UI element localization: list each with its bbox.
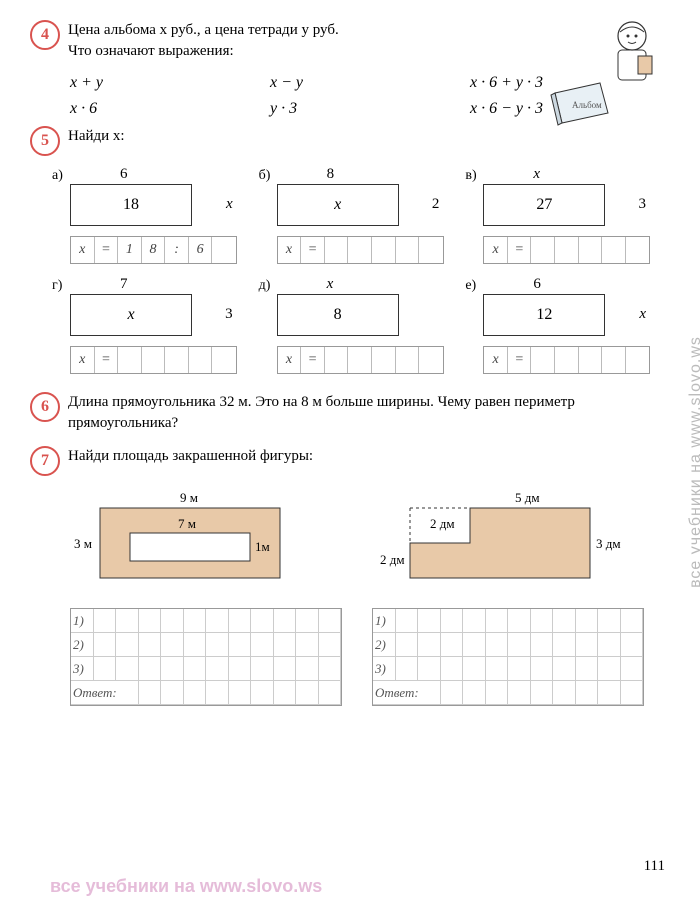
p5-e-top: 6 bbox=[533, 276, 541, 293]
p5-e-rect: 12 bbox=[483, 294, 605, 336]
p5-v-label: в) bbox=[465, 168, 476, 184]
p5-title: Найди x: bbox=[68, 126, 670, 147]
problem-5: 5 Найди x: bbox=[30, 126, 670, 156]
p5-title-text: Найди x: bbox=[68, 128, 125, 144]
p5-b-rect: x bbox=[277, 184, 399, 226]
problem-marker-4: 4 bbox=[30, 20, 60, 50]
ag1-r1: 1) bbox=[71, 609, 94, 633]
p4-line1: Цена альбома x руб., а цена тетради y ру… bbox=[68, 22, 339, 38]
boy-illustration: Альбом bbox=[550, 18, 670, 128]
p5-g-label: г) bbox=[52, 278, 62, 294]
p4-line2: Что означают выражения: bbox=[68, 43, 234, 59]
ag2-r3: 3) bbox=[373, 657, 396, 681]
p5-v-right: 3 bbox=[639, 196, 647, 213]
p5-g-answer: x= bbox=[70, 346, 237, 374]
p5-v-rect: 27 bbox=[483, 184, 605, 226]
expr-0: x + y bbox=[70, 74, 230, 92]
p5-g-rect: x bbox=[70, 294, 192, 336]
p5-b-top: 8 bbox=[327, 166, 335, 183]
shapes-row: 9 м 7 м 3 м 1м 5 дм 2 дм 2 дм 3 дм bbox=[70, 488, 650, 598]
expr-1: x − y bbox=[270, 74, 430, 92]
ag1-r3: 3) bbox=[71, 657, 94, 681]
worksheet-page: Альбом 4 Цена альбома x руб., а цена тет… bbox=[0, 0, 700, 905]
expr-3: x · 6 bbox=[70, 100, 230, 118]
p5-d-rect: 8 bbox=[277, 294, 399, 336]
ag2-r4: Ответ: bbox=[373, 681, 441, 705]
problem-7: 7 Найди площадь закрашенной фигуры: bbox=[30, 446, 670, 476]
p5-item-a: а) 6 18 x x=18:6 bbox=[70, 168, 257, 264]
p5-a-label: а) bbox=[52, 168, 63, 184]
p5-item-d: д) x 8 x= bbox=[277, 278, 464, 374]
p5-row1: а) 6 18 x x=18:6 б) 8 x 2 x= в) x bbox=[70, 168, 670, 264]
answer-grid-2: 1) 2) 3) Ответ: bbox=[372, 608, 644, 706]
ag2-r1: 1) bbox=[373, 609, 396, 633]
watermark-bottom: все учебники на www.slovo.ws bbox=[50, 876, 322, 897]
p5-d-top: x bbox=[327, 276, 334, 293]
p5-item-e: е) 6 12 x x= bbox=[483, 278, 670, 374]
s2-cut-h: 2 дм bbox=[380, 552, 405, 567]
p5-item-v: в) x 27 3 x= bbox=[483, 168, 670, 264]
shape-2: 5 дм 2 дм 2 дм 3 дм bbox=[380, 488, 650, 598]
p5-e-answer: x= bbox=[483, 346, 650, 374]
p5-g-top: 7 bbox=[120, 276, 128, 293]
s1-inner-w: 7 м bbox=[178, 516, 196, 531]
s2-cut-w: 2 дм bbox=[430, 516, 455, 531]
p5-row2: г) 7 x 3 x= д) x 8 x= е) 6 12 bbox=[70, 278, 670, 374]
p5-v-top: x bbox=[533, 166, 540, 183]
answer-grid-1: 1) 2) 3) Ответ: bbox=[70, 608, 342, 706]
ag1-r2: 2) bbox=[71, 633, 94, 657]
s1-outer-w: 9 м bbox=[180, 490, 198, 505]
s2-outer-h: 3 дм bbox=[596, 536, 621, 551]
p5-d-label: д) bbox=[259, 278, 271, 294]
problem-6: 6 Длина прямоугольника 32 м. Это на 8 м … bbox=[30, 392, 670, 434]
s2-top-w: 5 дм bbox=[515, 490, 540, 505]
p5-e-label: е) bbox=[465, 278, 476, 294]
p5-b-label: б) bbox=[259, 168, 271, 184]
ag2-r2: 2) bbox=[373, 633, 396, 657]
answers-row: 1) 2) 3) Ответ: 1) 2) 3) Ответ: bbox=[70, 608, 670, 706]
p5-a-right: x bbox=[226, 196, 233, 213]
watermark-side: все учебники на www.slovo.ws bbox=[687, 336, 700, 588]
ag1-r4: Ответ: bbox=[71, 681, 139, 705]
p6-text: Длина прямоугольника 32 м. Это на 8 м бо… bbox=[68, 392, 670, 434]
expr-4: y · 3 bbox=[270, 100, 430, 118]
p5-b-answer: x= bbox=[277, 236, 444, 264]
s1-inner-h: 1м bbox=[255, 539, 270, 554]
p5-item-b: б) 8 x 2 x= bbox=[277, 168, 464, 264]
s1-outer-h: 3 м bbox=[74, 536, 92, 551]
album-label: Альбом bbox=[572, 100, 602, 110]
p5-item-g: г) 7 x 3 x= bbox=[70, 278, 257, 374]
p5-v-answer: x= bbox=[483, 236, 650, 264]
p5-g-right: 3 bbox=[225, 306, 233, 323]
p5-a-answer: x=18:6 bbox=[70, 236, 237, 264]
page-number: 111 bbox=[644, 858, 665, 875]
p5-a-top: 6 bbox=[120, 166, 128, 183]
p5-e-right: x bbox=[639, 306, 646, 323]
p5-a-rect: 18 bbox=[70, 184, 192, 226]
p5-b-right: 2 bbox=[432, 196, 440, 213]
problem-marker-6: 6 bbox=[30, 392, 60, 422]
problem-marker-5: 5 bbox=[30, 126, 60, 156]
p5-d-answer: x= bbox=[277, 346, 444, 374]
problem-marker-7: 7 bbox=[30, 446, 60, 476]
shape-1: 9 м 7 м 3 м 1м bbox=[70, 488, 340, 598]
p7-title: Найди площадь закрашенной фигуры: bbox=[68, 446, 670, 467]
